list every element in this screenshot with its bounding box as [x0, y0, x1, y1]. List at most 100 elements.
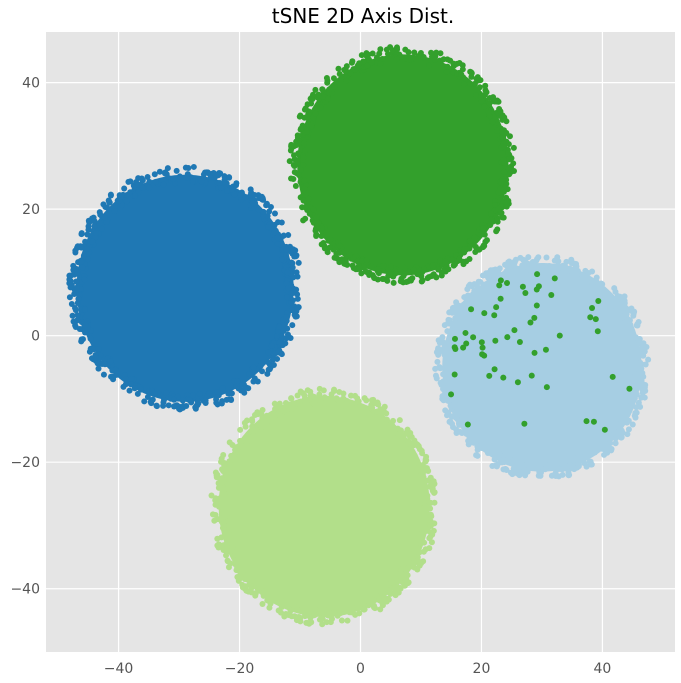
scatter-point — [555, 466, 562, 473]
scatter-point — [377, 46, 384, 53]
scatter-point — [274, 241, 281, 248]
scatter-point — [482, 82, 489, 89]
scatter-point — [521, 420, 528, 427]
scatter-point — [83, 245, 90, 252]
scatter-point — [368, 59, 375, 66]
scatter-point — [271, 400, 278, 407]
scatter-point — [276, 323, 283, 330]
scatter-point — [156, 168, 163, 175]
scatter-point — [238, 196, 245, 203]
scatter-point — [562, 263, 569, 270]
scatter-point — [255, 206, 262, 213]
scatter-point — [478, 339, 485, 346]
scatter-point — [566, 265, 573, 272]
scatter-point — [295, 259, 302, 266]
scatter-point — [621, 293, 628, 300]
scatter-point — [451, 344, 458, 351]
scatter-point — [218, 400, 225, 407]
scatter-point — [331, 83, 338, 90]
scatter-point — [387, 44, 394, 51]
scatter-point — [324, 609, 331, 616]
scatter-point — [497, 185, 504, 192]
scatter-point — [227, 469, 234, 476]
scatter-point — [380, 585, 387, 592]
scatter-point — [74, 269, 81, 276]
scatter-point — [414, 467, 421, 474]
scatter-point — [522, 290, 529, 297]
scatter-point — [417, 49, 424, 56]
scatter-point — [289, 322, 296, 329]
scatter-point — [451, 261, 458, 268]
scatter-point — [594, 328, 601, 335]
x-axis-ticks: −40 −20 0 20 40 — [104, 661, 612, 677]
scatter-point — [340, 395, 347, 402]
scatter-point — [529, 259, 536, 266]
scatter-point — [626, 385, 633, 392]
scatter-point — [323, 75, 330, 82]
scatter-point — [563, 258, 570, 265]
scatter-point — [394, 425, 401, 432]
scatter-point — [545, 462, 552, 469]
x-tick-label: −40 — [104, 661, 134, 677]
scatter-point — [437, 257, 444, 264]
scatter-point — [313, 223, 320, 230]
scatter-point — [502, 274, 509, 281]
scatter-point — [363, 405, 370, 412]
scatter-point — [77, 243, 84, 250]
scatter-point — [344, 617, 351, 624]
scatter-point — [320, 239, 327, 246]
scatter-point — [316, 391, 323, 398]
scatter-point — [427, 522, 434, 529]
scatter-point — [78, 230, 85, 237]
scatter-point — [504, 334, 511, 341]
scatter-point — [260, 208, 267, 215]
scatter-point — [254, 409, 261, 416]
scatter-point — [630, 339, 637, 346]
scatter-point — [570, 457, 577, 464]
scatter-point — [194, 402, 201, 409]
scatter-point — [542, 466, 549, 473]
scatter-point — [499, 116, 506, 123]
scatter-point — [212, 497, 219, 504]
scatter-point — [251, 425, 258, 432]
scatter-point — [528, 268, 535, 275]
scatter-point — [288, 259, 295, 266]
scatter-point — [471, 234, 478, 241]
scatter-point — [302, 204, 309, 211]
scatter-point — [146, 178, 153, 185]
scatter-point — [631, 395, 638, 402]
scatter-point — [500, 456, 507, 463]
y-tick-label: 40 — [22, 76, 40, 92]
scatter-point — [442, 390, 449, 397]
scatter-point — [123, 192, 130, 199]
scatter-point — [326, 244, 333, 251]
scatter-point — [103, 219, 110, 226]
scatter-point — [473, 92, 480, 99]
scatter-point — [233, 182, 240, 189]
scatter-point — [618, 434, 625, 441]
scatter-point — [298, 125, 305, 132]
scatter-point — [141, 398, 148, 405]
scatter-point — [231, 191, 238, 198]
scatter-point — [215, 172, 222, 179]
series-overlap-points — [448, 271, 633, 433]
scatter-point — [606, 445, 613, 452]
scatter-point — [405, 56, 412, 63]
scatter-point — [502, 466, 509, 473]
scatter-point — [480, 225, 487, 232]
scatter-point — [443, 68, 450, 75]
scatter-point — [446, 334, 453, 341]
scatter-point — [474, 74, 481, 81]
scatter-point — [207, 174, 214, 181]
scatter-point — [186, 397, 193, 404]
scatter-point — [486, 444, 493, 451]
scatter-point — [305, 195, 312, 202]
scatter-point — [343, 63, 350, 70]
scatter-point — [349, 404, 356, 411]
scatter-point — [422, 546, 429, 553]
scatter-point — [421, 539, 428, 546]
scatter-point — [460, 258, 467, 265]
scatter-point — [304, 387, 311, 394]
scatter-point — [481, 310, 488, 317]
scatter-point — [249, 200, 256, 207]
